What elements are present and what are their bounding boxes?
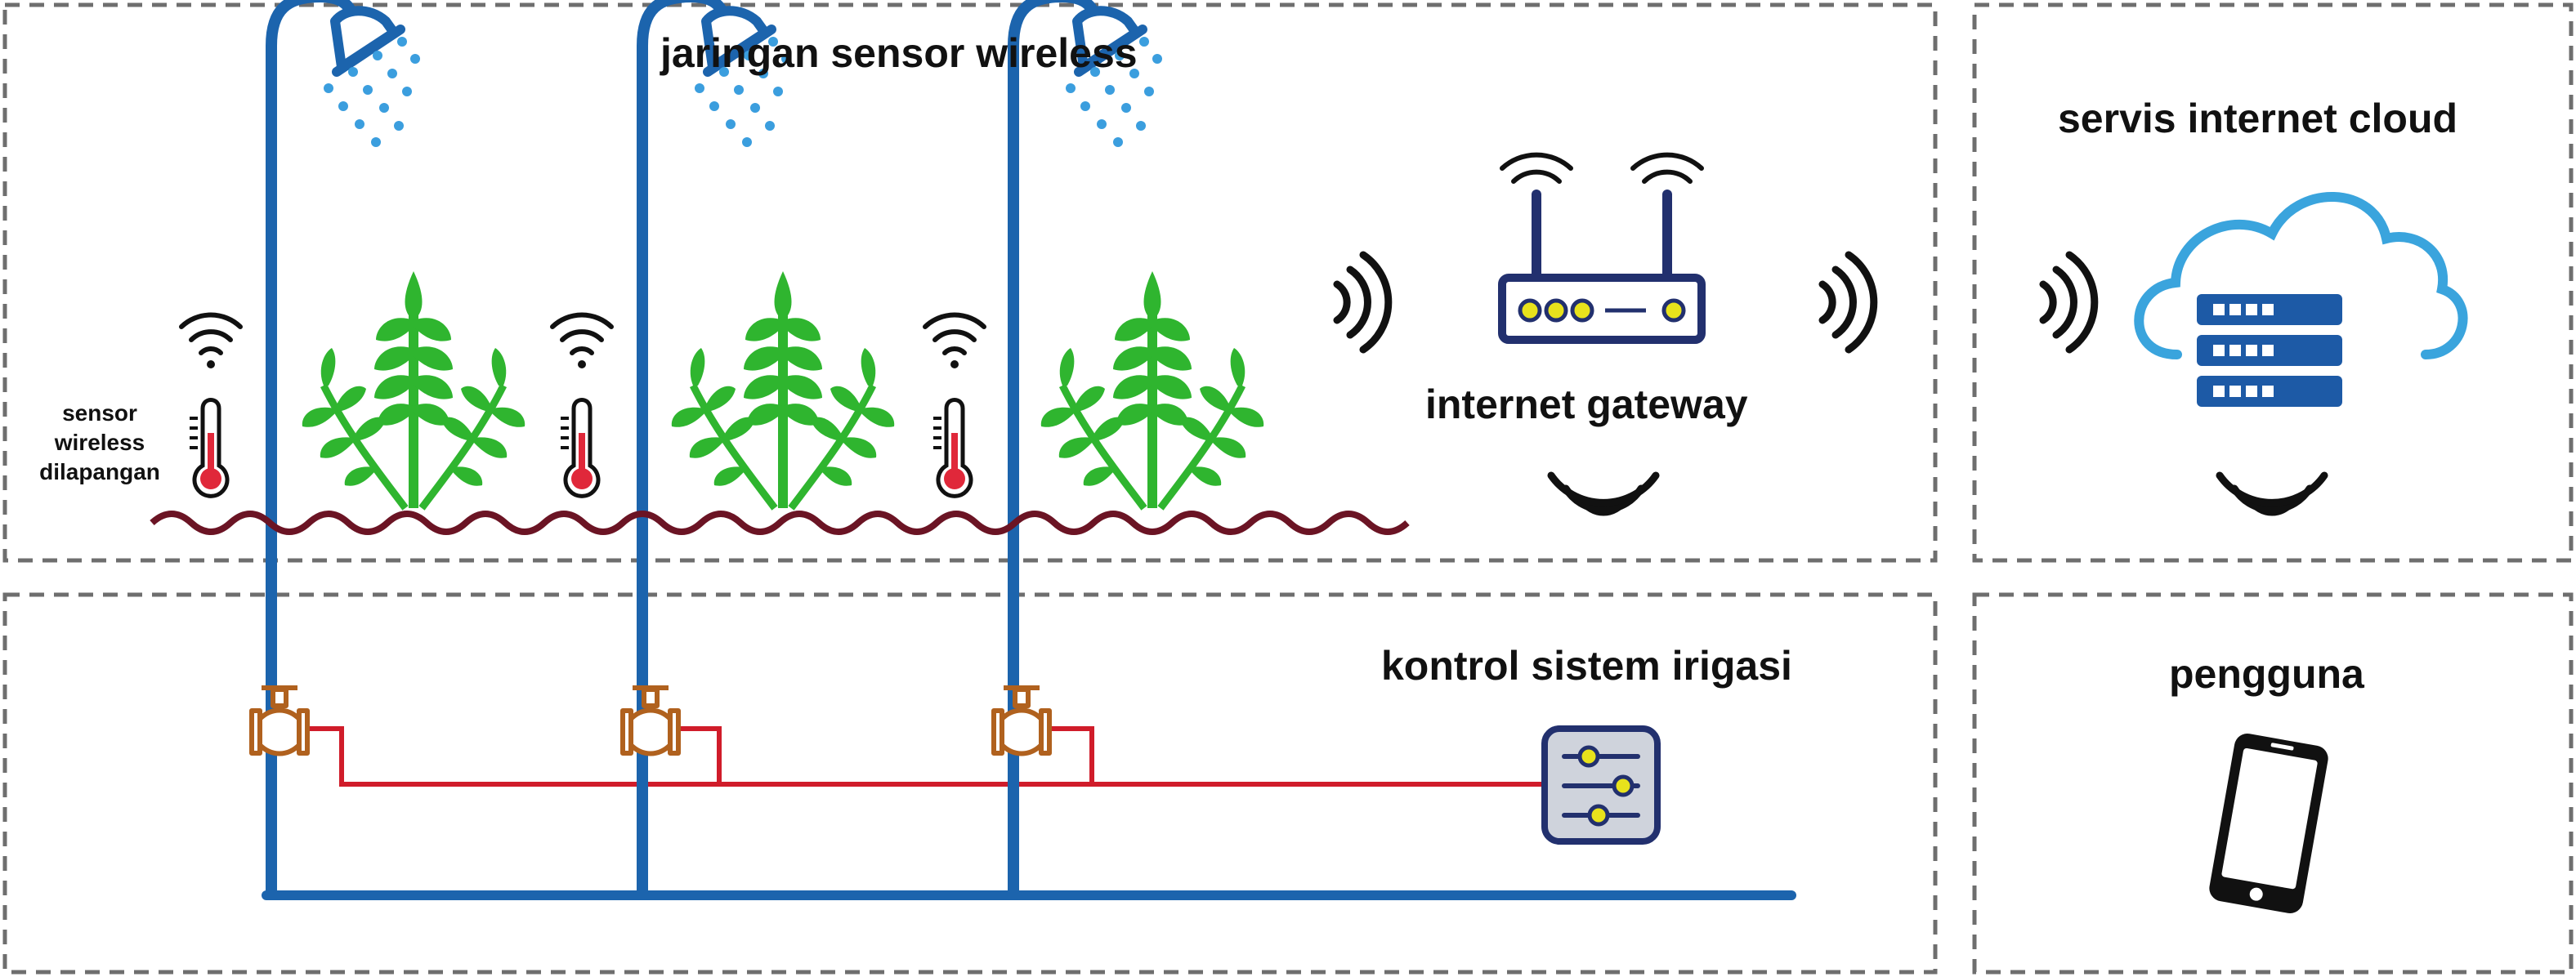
control-section-title: kontrol sistem irigasi (1381, 643, 1792, 689)
signal-waves-icon (2043, 255, 2095, 350)
control-wire (294, 726, 1546, 787)
plant-icon (672, 271, 894, 508)
sprinkler-1 (271, 0, 420, 291)
signal-waves-icon (1551, 475, 1656, 512)
wsn-section-border (2, 2, 1938, 563)
thermometer-icon (561, 400, 598, 497)
riser-pipes (266, 291, 1019, 895)
valve-icon (623, 688, 678, 754)
signal-waves-icon (1337, 255, 1389, 350)
wifi-icon (181, 315, 240, 368)
gateway-label: internet gateway (1425, 381, 1748, 427)
cloud-section-border (1972, 2, 2574, 563)
plant-icon (302, 271, 525, 508)
wifi-icon (925, 315, 984, 368)
cloud-section-title: servis internet cloud (2058, 96, 2458, 141)
plant-icon (1041, 271, 1263, 508)
router-icon (1498, 152, 1706, 344)
thermometer-icon (190, 400, 227, 497)
user-section-border (1972, 592, 2574, 975)
user-section-title: pengguna (2169, 651, 2364, 697)
soil-line (150, 511, 1410, 535)
wsn-section-title: jaringan sensor wireless (660, 30, 1138, 76)
smartphone-icon (2209, 734, 2328, 913)
cloud-server-icon (2134, 192, 2468, 407)
shower-head-icon (271, 0, 400, 291)
wifi-icon (552, 315, 611, 368)
valve-icon (252, 688, 307, 754)
signal-waves-icon (1822, 255, 1874, 350)
control-panel-icon (1541, 725, 1661, 845)
valve-icon (994, 688, 1049, 754)
thermometer-icon (933, 400, 971, 497)
signal-waves-icon (2220, 475, 2324, 512)
control-section-border (2, 592, 1938, 975)
sensor-label: sensor wireless dilapangan (39, 400, 160, 484)
